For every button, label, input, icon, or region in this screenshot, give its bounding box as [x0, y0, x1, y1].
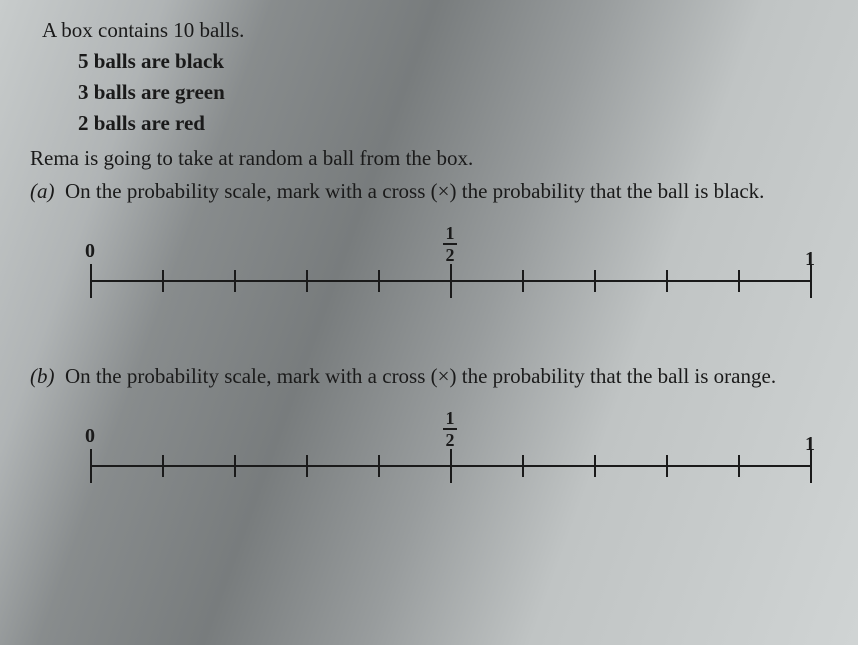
part-b-text: On the probability scale, mark with a cr…	[65, 364, 776, 388]
label-one: 1	[805, 248, 815, 271]
tick-mark	[450, 449, 452, 483]
label-zero: 0	[85, 240, 95, 263]
probability-scale-a: 0121	[90, 244, 810, 314]
tick-mark	[378, 270, 380, 292]
label-half: 12	[443, 409, 457, 449]
tick-mark	[90, 264, 92, 298]
tick-mark	[522, 455, 524, 477]
tick-mark	[378, 455, 380, 477]
bullet-red: 2 balls are red	[78, 111, 828, 136]
worksheet-page: A box contains 10 balls. 5 balls are bla…	[0, 0, 858, 519]
tick-mark	[306, 455, 308, 477]
part-a-text: On the probability scale, mark with a cr…	[65, 179, 764, 203]
probability-scale-b: 0121	[90, 429, 810, 499]
tick-mark	[738, 455, 740, 477]
tick-mark	[234, 270, 236, 292]
bullet-black: 5 balls are black	[78, 49, 828, 74]
part-a-label: (a)	[30, 179, 55, 203]
tick-mark	[666, 270, 668, 292]
intro-text: A box contains 10 balls.	[42, 18, 828, 43]
tick-mark	[594, 455, 596, 477]
tick-mark	[234, 455, 236, 477]
label-one: 1	[805, 433, 815, 456]
ball-list: 5 balls are black 3 balls are green 2 ba…	[78, 49, 828, 136]
tick-mark	[666, 455, 668, 477]
part-a: (a) On the probability scale, mark with …	[30, 179, 828, 204]
part-b-label: (b)	[30, 364, 55, 388]
tick-mark	[450, 264, 452, 298]
part-b: (b) On the probability scale, mark with …	[30, 364, 828, 389]
tick-mark	[522, 270, 524, 292]
tick-mark	[90, 449, 92, 483]
label-zero: 0	[85, 425, 95, 448]
statement-text: Rema is going to take at random a ball f…	[30, 146, 828, 171]
tick-mark	[594, 270, 596, 292]
tick-mark	[162, 270, 164, 292]
tick-mark	[306, 270, 308, 292]
bullet-green: 3 balls are green	[78, 80, 828, 105]
label-half: 12	[443, 224, 457, 264]
tick-mark	[162, 455, 164, 477]
tick-mark	[738, 270, 740, 292]
